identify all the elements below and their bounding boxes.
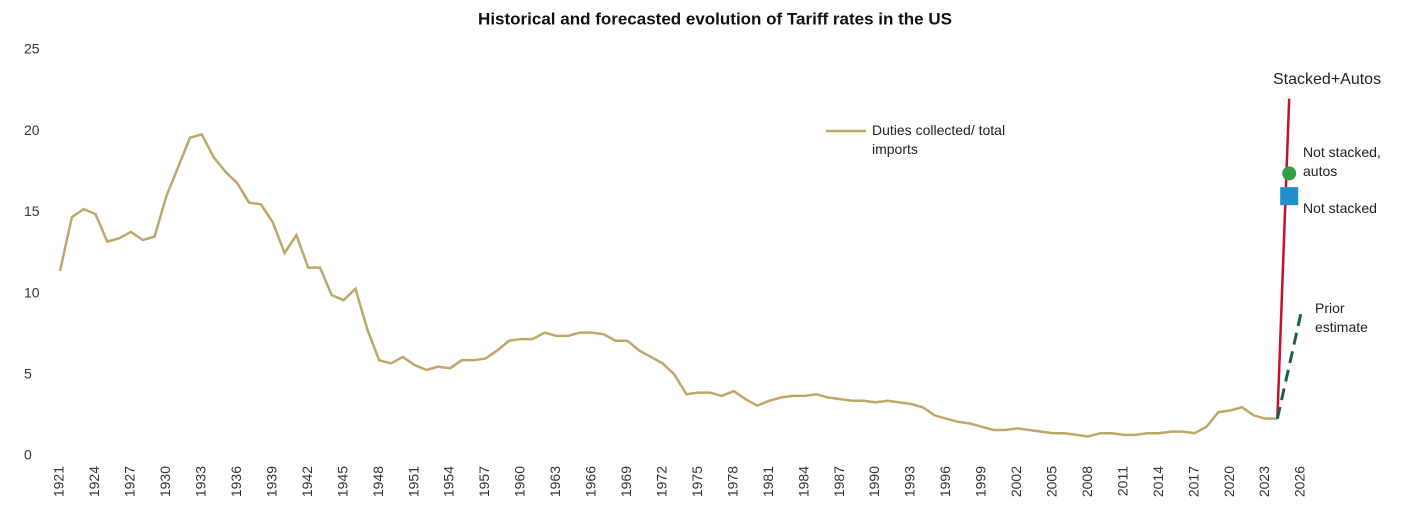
x-tick-label: 2014 bbox=[1150, 466, 1166, 497]
series-label: Not stacked bbox=[1303, 200, 1377, 216]
x-tick-label: 2005 bbox=[1044, 466, 1060, 497]
x-tick-label: 1924 bbox=[86, 466, 102, 497]
x-tick-label: 1981 bbox=[760, 466, 776, 497]
x-tick-label: 1990 bbox=[866, 466, 882, 497]
x-tick-label: 1978 bbox=[724, 466, 740, 497]
y-tick-label: 0 bbox=[24, 447, 32, 463]
x-tick-label: 2020 bbox=[1221, 466, 1237, 497]
x-tick-label: 1969 bbox=[618, 466, 634, 497]
x-tick-label: 2017 bbox=[1185, 466, 1201, 497]
series-line bbox=[1276, 98, 1291, 419]
series-label: Prior estimate bbox=[1315, 300, 1368, 335]
x-tick-label: 1966 bbox=[583, 466, 599, 497]
x-tick-label: 1939 bbox=[263, 466, 279, 497]
series-label: Not stacked, autos bbox=[1303, 144, 1381, 179]
marker-point bbox=[1282, 166, 1297, 181]
x-tick-label: 1933 bbox=[193, 466, 209, 497]
chart-title: Historical and forecasted evolution of T… bbox=[478, 9, 952, 28]
x-tick-label: 1942 bbox=[299, 466, 315, 497]
x-tick-label: 1948 bbox=[370, 466, 386, 497]
x-tick-label: 1963 bbox=[547, 466, 563, 497]
x-tick-label: 2023 bbox=[1256, 466, 1272, 497]
x-tick-label: 2011 bbox=[1114, 466, 1130, 496]
x-tick-label: 2026 bbox=[1292, 466, 1308, 497]
x-tick-label: 1975 bbox=[689, 466, 705, 497]
x-tick-label: 1984 bbox=[795, 466, 811, 497]
x-tick-label: 2008 bbox=[1079, 466, 1095, 497]
x-tick-label: 1957 bbox=[476, 466, 492, 497]
x-tick-label: 1936 bbox=[228, 466, 244, 497]
x-tick-label: 1972 bbox=[653, 466, 669, 497]
y-tick-label: 10 bbox=[24, 284, 40, 300]
marker-square bbox=[1280, 187, 1299, 206]
x-tick-label: 1993 bbox=[902, 466, 918, 497]
x-tick-label: 1921 bbox=[51, 466, 67, 497]
x-tick-label: 1945 bbox=[334, 466, 350, 497]
x-tick-label: 1951 bbox=[405, 466, 421, 497]
x-tick-label: 1996 bbox=[937, 466, 953, 497]
series-line bbox=[58, 132, 1278, 438]
x-tick-label: 2002 bbox=[1008, 466, 1024, 497]
legend-label: Duties collected/ total imports bbox=[872, 122, 1006, 157]
series-label: Stacked+Autos bbox=[1273, 71, 1382, 88]
x-tick-label: 1930 bbox=[157, 466, 173, 497]
y-tick-label: 15 bbox=[24, 203, 40, 219]
y-tick-label: 5 bbox=[24, 366, 32, 382]
y-tick-label: 25 bbox=[24, 41, 40, 57]
x-tick-label: 1999 bbox=[973, 466, 989, 497]
x-tick-label: 1954 bbox=[441, 466, 457, 497]
x-tick-label: 1960 bbox=[512, 466, 528, 497]
y-tick-label: 20 bbox=[24, 122, 40, 138]
x-tick-label: 1987 bbox=[831, 466, 847, 497]
x-tick-label: 1927 bbox=[122, 466, 138, 497]
